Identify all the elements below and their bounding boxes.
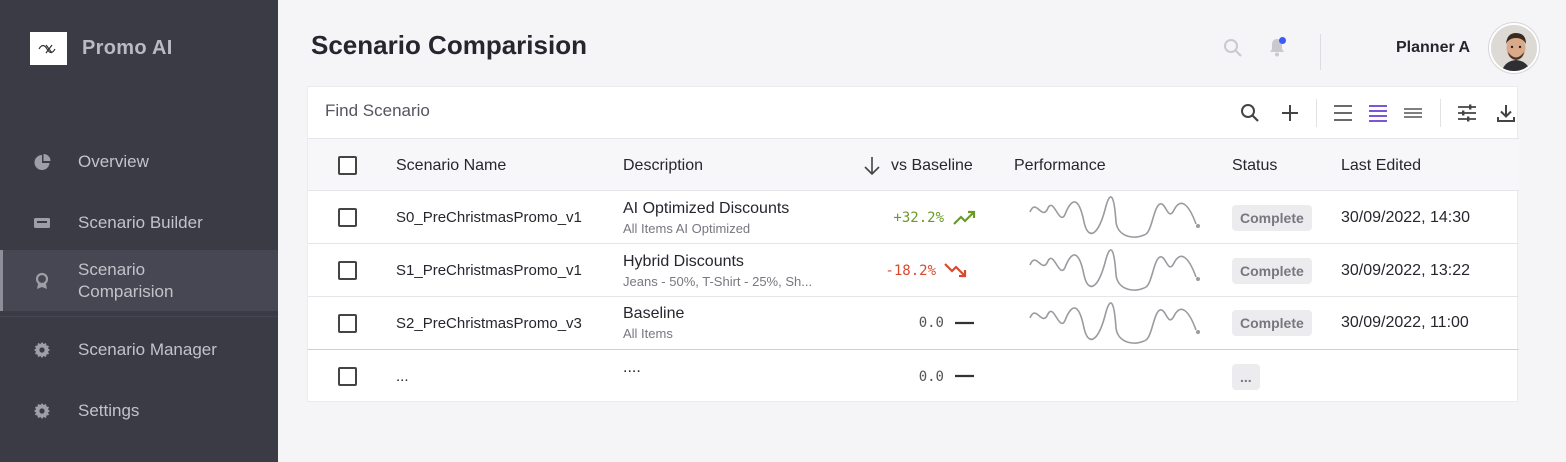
vs-baseline-value: 0.0 (918, 369, 944, 385)
sidebar-item-settings[interactable]: Settings (0, 399, 278, 423)
vs-baseline-value: +32.2% (893, 210, 944, 226)
column-header-description[interactable]: Description (623, 157, 704, 174)
table-row[interactable]: S2_PreChristmasPromo_v3 Baseline All Ite… (308, 297, 1519, 350)
description-cell: Hybrid Discounts Jeans - 50%, T-Shirt - … (623, 253, 812, 289)
row-checkbox[interactable] (338, 367, 357, 386)
trend-up-icon (953, 210, 976, 225)
status-badge: Complete (1232, 258, 1312, 284)
gear-icon (33, 341, 51, 359)
last-edited: 30/09/2022, 11:00 (1341, 314, 1469, 331)
vs-baseline-value: 0.0 (918, 315, 944, 331)
sidebar-item-label: Settings (78, 401, 140, 420)
vs-baseline-value: -18.2% (885, 263, 936, 279)
density-standard-icon[interactable] (1366, 101, 1390, 125)
logo-icon (30, 32, 67, 65)
brand[interactable]: Promo AI (30, 32, 173, 65)
sidebar-divider (0, 316, 278, 317)
column-header-vs-baseline[interactable]: vs Baseline (891, 157, 973, 174)
column-header-status[interactable]: Status (1232, 157, 1278, 174)
scenario-name: S1_PreChristmasPromo_v1 (396, 262, 582, 279)
sidebar: Promo AI Overview Scenario Builder Scena… (0, 0, 278, 462)
performance-sparkline (1029, 196, 1200, 238)
row-checkbox[interactable] (338, 314, 357, 333)
description-title: Baseline (623, 305, 685, 322)
performance-sparkline (1029, 302, 1200, 344)
table-toolbar (308, 87, 1519, 139)
trend-down-icon (944, 263, 967, 278)
find-scenario-input[interactable] (325, 101, 725, 121)
density-compact-icon[interactable] (1401, 101, 1425, 125)
toolbar-divider (1316, 99, 1317, 127)
description-cell: Baseline All Items (623, 305, 684, 341)
scenario-name: ... (396, 368, 409, 385)
trend-flat-icon (955, 321, 974, 325)
status-badge: Complete (1232, 205, 1312, 231)
trend-flat-icon (955, 374, 974, 378)
table-header: Scenario Name Description vs Baseline Pe… (308, 139, 1519, 191)
download-icon[interactable] (1494, 101, 1518, 125)
sidebar-item-scenario-manager[interactable]: Scenario Manager (0, 338, 278, 362)
notification-badge (1279, 37, 1286, 44)
description-title: .... (623, 359, 641, 376)
add-icon[interactable] (1278, 101, 1302, 125)
last-edited: 30/09/2022, 14:30 (1341, 209, 1471, 226)
description-subtitle: All Items AI Optimized (623, 221, 751, 236)
search-icon[interactable] (1238, 101, 1262, 125)
sidebar-item-scenario-builder[interactable]: Scenario Builder (0, 211, 278, 235)
builder-icon (33, 214, 51, 232)
page-title: Scenario Comparision (311, 30, 587, 60)
description-subtitle: All Items (623, 326, 673, 341)
row-checkbox[interactable] (338, 261, 357, 280)
user-name[interactable]: Planner A (1396, 39, 1471, 56)
column-header-scenario-name[interactable]: Scenario Name (396, 157, 507, 174)
sidebar-item-overview[interactable]: Overview (0, 150, 278, 174)
column-header-performance[interactable]: Performance (1014, 157, 1106, 174)
gear-icon (33, 402, 51, 420)
description-title: AI Optimized Discounts (623, 200, 790, 217)
description-subtitle: Jeans - 50%, T-Shirt - 25%, Sh... (623, 274, 813, 289)
pie-chart-icon (33, 153, 51, 171)
row-checkbox[interactable] (338, 208, 357, 227)
description-cell: .... (623, 359, 641, 377)
scenario-name: S0_PreChristmasPromo_v1 (396, 209, 582, 226)
sidebar-item-label: Scenario Builder (78, 213, 203, 232)
description-cell: AI Optimized Discounts All Items AI Opti… (623, 200, 789, 236)
scenario-table-card: Scenario Name Description vs Baseline Pe… (307, 86, 1519, 403)
scenario-name: S2_PreChristmasPromo_v3 (396, 315, 582, 332)
table-row[interactable]: S0_PreChristmasPromo_v1 AI Optimized Dis… (308, 191, 1519, 244)
performance-sparkline (1029, 249, 1200, 291)
avatar[interactable] (1489, 23, 1539, 73)
description-title: Hybrid Discounts (623, 253, 744, 270)
sort-arrow-down-icon[interactable] (862, 156, 882, 181)
status-badge: Complete (1232, 310, 1312, 336)
sidebar-item-label: Scenario Comparision (78, 259, 174, 301)
table-row[interactable]: ... .... 0.0 ... (308, 350, 1519, 403)
search-icon[interactable] (1223, 38, 1243, 63)
last-edited: 30/09/2022, 13:22 (1341, 262, 1471, 279)
filter-settings-icon[interactable] (1455, 101, 1479, 125)
table-row[interactable]: S1_PreChristmasPromo_v1 Hybrid Discounts… (308, 244, 1519, 297)
app-name: Promo AI (82, 37, 173, 59)
sidebar-item-label: Scenario Manager (78, 340, 217, 359)
compare-icon (33, 272, 51, 290)
toolbar-divider (1440, 99, 1441, 127)
sidebar-item-label: Overview (78, 152, 149, 171)
sidebar-item-scenario-comparision[interactable]: Scenario Comparision (0, 250, 278, 311)
density-comfortable-icon[interactable] (1331, 101, 1355, 125)
header-divider (1320, 34, 1321, 70)
select-all-checkbox[interactable] (338, 156, 357, 175)
column-header-last-edited[interactable]: Last Edited (1341, 157, 1422, 174)
status-badge: ... (1232, 364, 1260, 390)
